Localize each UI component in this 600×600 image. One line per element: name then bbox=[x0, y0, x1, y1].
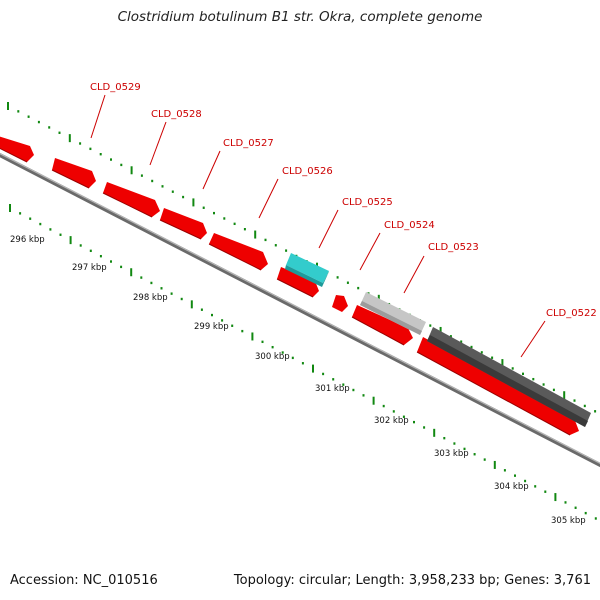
gene-arrow-cld-0524[interactable] bbox=[332, 295, 348, 312]
gene-arrow-cld-0527[interactable] bbox=[103, 182, 160, 217]
gene-arrow-cld-0529[interactable] bbox=[0, 135, 34, 162]
topology-text: Topology: circular; Length: 3,958,233 bp… bbox=[233, 573, 591, 588]
gene-label-leader bbox=[318, 209, 339, 249]
gene-label-leader bbox=[149, 121, 167, 166]
scale-tick-label: 298 kbp bbox=[133, 293, 168, 303]
gene-arrows bbox=[0, 135, 591, 436]
gene-label[interactable]: CLD_0526 bbox=[282, 166, 333, 177]
gene-arrow-cld-0525[interactable] bbox=[277, 267, 319, 297]
gene-labels: CLD_0529 CLD_0528 CLD_0527 CLD_0526 CLD_0525… bbox=[90, 82, 597, 319]
gene-label[interactable]: CLD_0522 bbox=[546, 308, 597, 319]
gene-label[interactable]: CLD_0523 bbox=[428, 242, 479, 253]
gene-label-leader bbox=[359, 232, 381, 271]
scale-tick-label: 300 kbp bbox=[255, 352, 290, 362]
scale-tick-label: 299 kbp bbox=[194, 322, 229, 332]
scale-tick-label: 297 kbp bbox=[72, 263, 107, 273]
label-lines bbox=[90, 94, 546, 358]
gene-label[interactable]: CLD_0527 bbox=[223, 138, 274, 149]
gene-arrow-cld-0522[interactable] bbox=[417, 337, 579, 435]
backbone bbox=[0, 152, 600, 468]
scale-tick-label: 301 kbp bbox=[315, 384, 350, 394]
gene-arrow-cld-0523[interactable] bbox=[352, 305, 413, 345]
gene-label-leader bbox=[202, 150, 221, 190]
accession-text: Accession: NC_010516 bbox=[10, 573, 158, 588]
gene-block-highlight[interactable] bbox=[286, 253, 329, 283]
gene-label-leader bbox=[403, 255, 425, 294]
gene-label[interactable]: CLD_0529 bbox=[90, 82, 141, 93]
track-dots-inner bbox=[9, 204, 597, 520]
map-title: Clostridium botulinum B1 str. Okra, comp… bbox=[117, 9, 483, 25]
gene-label[interactable]: CLD_0525 bbox=[342, 197, 393, 208]
gene-label[interactable]: CLD_0528 bbox=[151, 109, 202, 120]
scale-ticks: 296 kbp 297 kbp 298 kbp 299 kbp 300 kbp 301 k… bbox=[10, 235, 586, 526]
gene-arrow-cld-0528[interactable] bbox=[52, 158, 96, 188]
gene-label-leader bbox=[520, 320, 546, 358]
gene-label-leader bbox=[90, 94, 106, 139]
gene-label[interactable]: CLD_0524 bbox=[384, 220, 435, 231]
gene-arrow-cld-0526b[interactable] bbox=[209, 233, 268, 270]
scale-tick-label: 302 kbp bbox=[374, 416, 409, 426]
scale-tick-label: 305 kbp bbox=[551, 516, 586, 526]
gene-block-light-gray[interactable] bbox=[360, 292, 426, 335]
gene-arrow-cld-0526a[interactable] bbox=[160, 208, 207, 239]
gene-label-leader bbox=[258, 178, 279, 219]
scale-tick-label: 296 kbp bbox=[10, 235, 45, 245]
scale-tick-label: 303 kbp bbox=[434, 449, 469, 459]
scale-tick-label: 304 kbp bbox=[494, 482, 529, 492]
